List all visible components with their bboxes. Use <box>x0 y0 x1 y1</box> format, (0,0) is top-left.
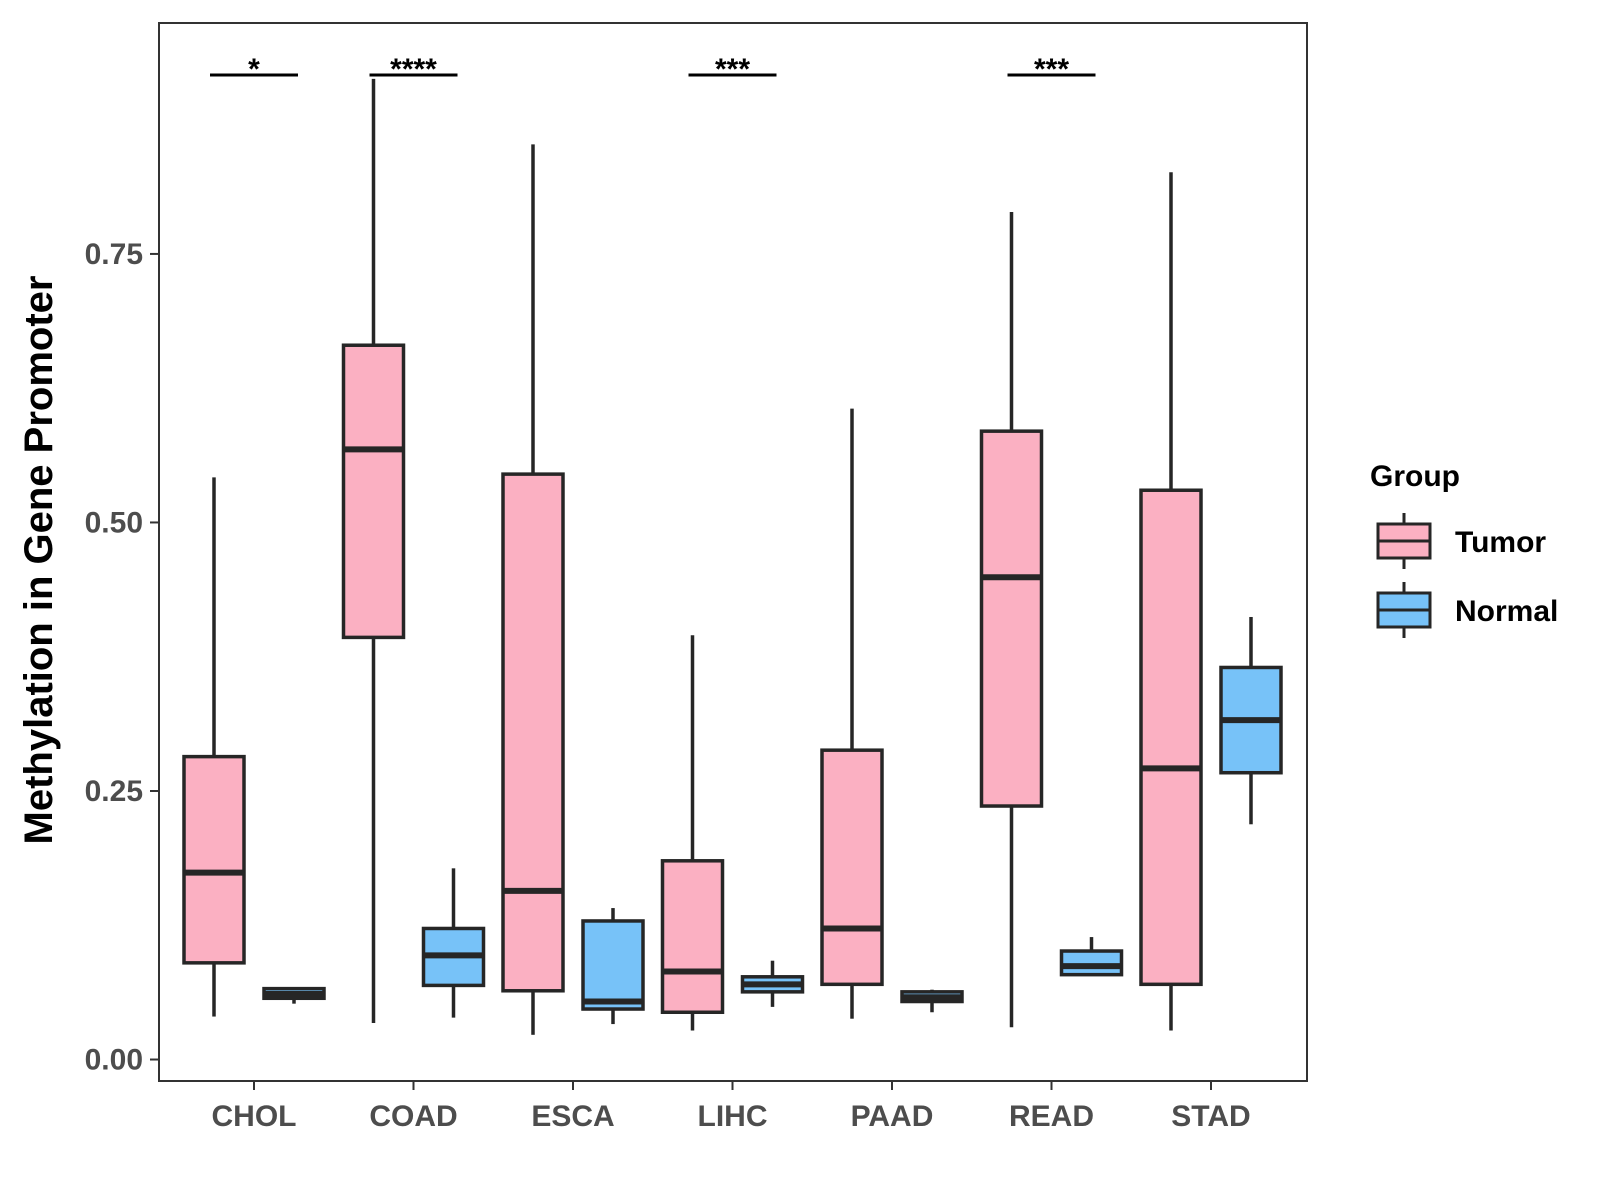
box-normal-lihc <box>740 960 805 1007</box>
box-iqr <box>501 472 565 993</box>
box-iqr <box>581 919 645 1011</box>
x-tick-label-read: READ <box>1009 1100 1094 1133</box>
legend-item-tumor: Tumor <box>1376 513 1546 569</box>
box-iqr <box>820 748 884 987</box>
box-iqr <box>979 429 1044 808</box>
box-iqr <box>182 754 246 965</box>
significance-annotations: * **** *** *** <box>210 53 1096 86</box>
box-tumor-coad <box>341 78 406 1023</box>
significance-label: **** <box>390 53 437 86</box>
legend-item-normal: Normal <box>1376 582 1558 638</box>
legend: Group Tumor Normal <box>1370 460 1558 638</box>
y-tick-label: 0.75 <box>85 238 143 271</box>
x-tick-label-lihc: LIHC <box>698 1100 768 1133</box>
x-tick-label-paad: PAAD <box>851 1100 934 1133</box>
y-tick-label: 0.25 <box>85 775 143 808</box>
x-tick-label-chol: CHOL <box>212 1100 297 1133</box>
y-tick-label: 0.50 <box>85 506 143 539</box>
legend-label: Tumor <box>1455 526 1546 559</box>
box-iqr <box>1059 949 1124 977</box>
legend-label: Normal <box>1455 595 1558 628</box>
boxes <box>182 78 1283 1035</box>
significance-label: *** <box>1034 53 1069 86</box>
significance-label: *** <box>715 53 750 86</box>
panel-border <box>158 22 1308 1082</box>
significance-lihc: *** <box>688 53 777 86</box>
x-tick-label-stad: STAD <box>1171 1100 1250 1133</box>
box-normal-chol <box>262 986 326 1004</box>
box-tumor-read <box>979 212 1044 1028</box>
box-normal-esca <box>581 908 645 1025</box>
legend-title: Group <box>1370 460 1460 493</box>
box-normal-read <box>1059 937 1124 977</box>
box-tumor-chol <box>182 477 246 1017</box>
significance-read: *** <box>1007 53 1096 86</box>
box-normal-stad <box>1219 616 1283 825</box>
box-iqr <box>660 859 725 1015</box>
box-iqr <box>1139 488 1203 987</box>
box-tumor-paad <box>820 408 884 1019</box>
box-tumor-stad <box>1139 172 1203 1031</box>
box-iqr <box>341 343 406 640</box>
box-normal-coad <box>421 868 486 1018</box>
y-axis: 0.00 0.25 0.50 0.75 <box>85 238 159 1077</box>
y-axis-label: Methylation in Gene Promoter <box>17 276 61 845</box>
significance-chol: * <box>210 53 298 86</box>
y-tick-label: 0.00 <box>85 1044 143 1077</box>
significance-label: * <box>248 53 260 86</box>
x-tick-label-coad: COAD <box>369 1100 457 1133</box>
box-tumor-esca <box>501 144 565 1035</box>
box-normal-paad <box>900 989 964 1013</box>
box-tumor-lihc <box>660 635 725 1031</box>
x-axis: CHOL COAD ESCA LIHC PAAD READ STAD <box>212 1081 1251 1133</box>
x-tick-label-esca: ESCA <box>531 1100 614 1133</box>
significance-coad: **** <box>369 53 458 86</box>
